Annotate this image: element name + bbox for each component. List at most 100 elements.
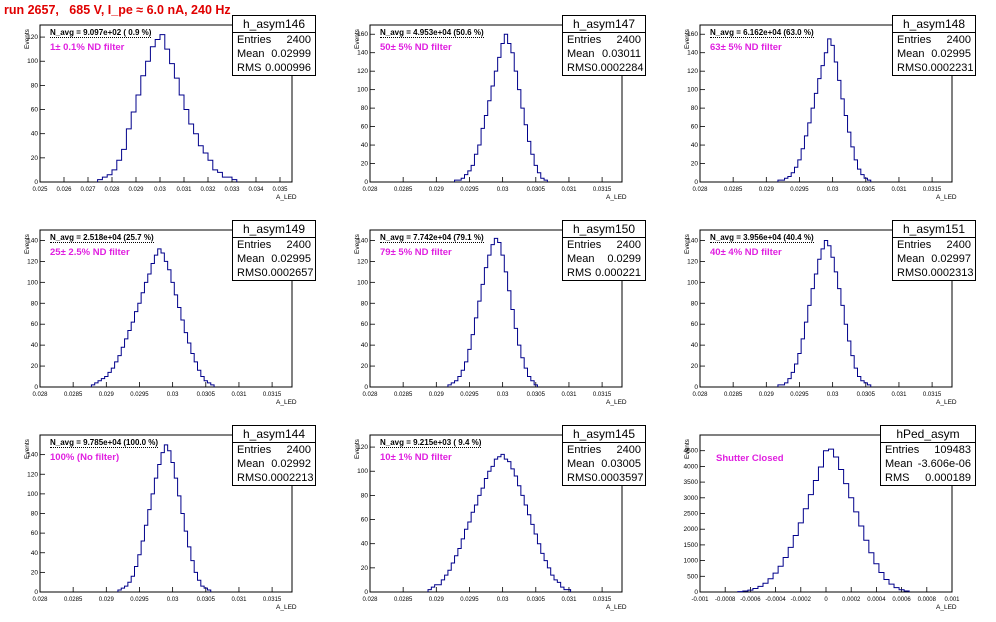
histogram-bin <box>854 368 857 387</box>
stats-mean-label: Mean <box>897 253 925 265</box>
y-tick-label: 100 <box>357 279 368 286</box>
histogram-bin <box>791 372 794 387</box>
histogram-panel: 0 20 40 60 80 100 120 140 0.028 0.0285 0.029 0.0295… <box>24 220 322 409</box>
stats-entries-value: 109483 <box>934 444 971 456</box>
stats-mean-value: 0.03011 <box>602 48 641 60</box>
y-tick-label: 2000 <box>684 526 699 533</box>
histogram-bin <box>213 170 218 182</box>
histogram-bin <box>818 259 821 387</box>
stats-mean-value: 0.02997 <box>931 253 971 265</box>
stats-rms-value: 0.000221 <box>595 267 641 279</box>
x-tick-label: -0.0008 <box>715 597 736 603</box>
stats-mean-label: Mean <box>237 253 265 265</box>
histogram-bin <box>889 584 894 592</box>
histogram-bin <box>537 173 540 182</box>
stats-entries-value: 2400 <box>286 34 311 46</box>
stats-entries-label: Entries <box>237 239 272 251</box>
histogram-panel: 0 20 40 60 80 100 120 140 160 0.028 0.0285 0.029 0.0… <box>684 15 982 204</box>
histogram-bin <box>904 591 909 592</box>
histogram-bin <box>204 381 207 387</box>
histogram-bin <box>557 582 560 592</box>
histogram-bin <box>544 180 547 182</box>
histogram-bin <box>531 524 534 592</box>
x-tick-label: 0 <box>824 597 828 603</box>
histogram-bin <box>461 370 464 387</box>
histogram-bin <box>131 322 134 387</box>
x-tick-label: 0.03 <box>497 187 509 193</box>
stats-box: hPed_asym Entries 109483 Mean -3.606e-06 RMS 0… <box>880 425 976 486</box>
y-tick-label: 60 <box>31 321 39 328</box>
histogram-bin <box>841 99 844 182</box>
x-tick-label: 0.0305 <box>197 392 216 398</box>
histogram-bin <box>808 305 811 387</box>
y-tick-label: 4500 <box>684 448 699 455</box>
stats-entries-value: 2400 <box>286 444 311 456</box>
y-tick-label: 120 <box>27 34 38 41</box>
y-tick-label: 160 <box>687 31 698 38</box>
histogram-bin <box>461 178 464 182</box>
histogram-bin <box>108 372 111 387</box>
histogram-bin <box>879 573 884 592</box>
stats-box: h_asym144 Entries 2400 Mean 0.02992 RMS 0.0002… <box>232 425 316 486</box>
x-tick-label: 0.029 <box>429 597 445 603</box>
histogram-bins <box>737 448 910 593</box>
histogram-bin <box>455 556 458 592</box>
x-tick-label: 0.0295 <box>130 597 149 603</box>
x-tick-label: 0.025 <box>32 187 48 193</box>
histogram-bin <box>763 583 768 592</box>
histogram-bin <box>184 333 187 387</box>
histogram-bin <box>801 339 804 387</box>
histogram-bin <box>508 43 511 182</box>
x-tick-label: 0.0285 <box>394 187 413 193</box>
x-tick-label: -0.001 <box>691 597 709 603</box>
histogram-bin <box>481 284 484 387</box>
n-avg-label: N_avg = 9.215e+03 ( 9.4 %) <box>380 438 482 448</box>
x-tick-label: 0.028 <box>692 392 708 398</box>
x-tick-label: -0.0002 <box>791 597 812 603</box>
x-tick-label: 0.035 <box>272 187 288 193</box>
histogram-bin <box>222 177 227 182</box>
histogram-bin <box>884 579 889 592</box>
histogram-bin <box>484 478 487 592</box>
histogram-bin <box>207 383 210 387</box>
y-tick-label: 80 <box>691 105 699 112</box>
histogram-bin <box>488 255 491 387</box>
histogram-bin <box>551 575 554 592</box>
histogram-bin <box>785 383 788 387</box>
stats-title: h_asym144 <box>233 426 315 443</box>
x-tick-label: 0.03 <box>167 597 179 603</box>
histogram-bin <box>184 531 187 592</box>
x-tick-label: 0.0295 <box>790 187 809 193</box>
histogram-bin <box>188 343 191 387</box>
histogram-bin <box>465 362 468 387</box>
histogram-bin <box>161 253 164 387</box>
y-tick-label: 0 <box>34 179 38 186</box>
x-tick-label: 0.0315 <box>923 392 942 398</box>
x-tick-label: 0.029 <box>429 187 445 193</box>
histogram-bin <box>864 383 867 387</box>
histogram-outline <box>777 38 872 182</box>
y-tick-label: 140 <box>27 452 38 459</box>
stats-mean-value: 0.02992 <box>271 458 311 470</box>
x-tick-label: 0.0305 <box>527 392 546 398</box>
y-tick-label: 20 <box>691 363 699 370</box>
y-tick-label: 120 <box>687 68 698 75</box>
histogram-bin <box>151 263 154 387</box>
histogram-bin <box>534 165 537 182</box>
histogram-bin <box>524 505 527 592</box>
histogram-bin <box>107 175 112 182</box>
filter-label: 63± 5% ND filter <box>710 42 782 53</box>
y-tick-label: 120 <box>27 258 38 265</box>
stats-entries-label: Entries <box>885 444 920 456</box>
y-tick-label: 0 <box>34 384 38 391</box>
histogram-bins <box>90 248 215 387</box>
stats-row-entries: Entries 2400 <box>233 33 315 47</box>
histogram-bin <box>813 481 818 592</box>
x-tick-label: 0.03 <box>154 187 166 193</box>
x-tick-label: 0.03 <box>497 597 509 603</box>
x-tick-label: 0.028 <box>32 597 48 603</box>
x-tick-label: 0.0315 <box>593 392 612 398</box>
histogram-bin <box>198 146 203 182</box>
histogram-bin <box>98 381 101 387</box>
y-axis-label: Events <box>354 29 361 49</box>
